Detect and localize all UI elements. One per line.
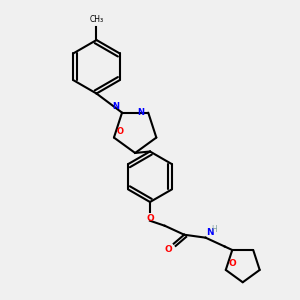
Text: N: N: [138, 108, 145, 117]
Text: O: O: [116, 127, 123, 136]
Text: CH₃: CH₃: [89, 15, 103, 24]
Text: N: N: [206, 228, 214, 237]
Text: H: H: [211, 225, 217, 234]
Text: N: N: [113, 102, 120, 111]
Text: O: O: [164, 245, 172, 254]
Text: O: O: [146, 214, 154, 223]
Text: O: O: [228, 260, 236, 268]
